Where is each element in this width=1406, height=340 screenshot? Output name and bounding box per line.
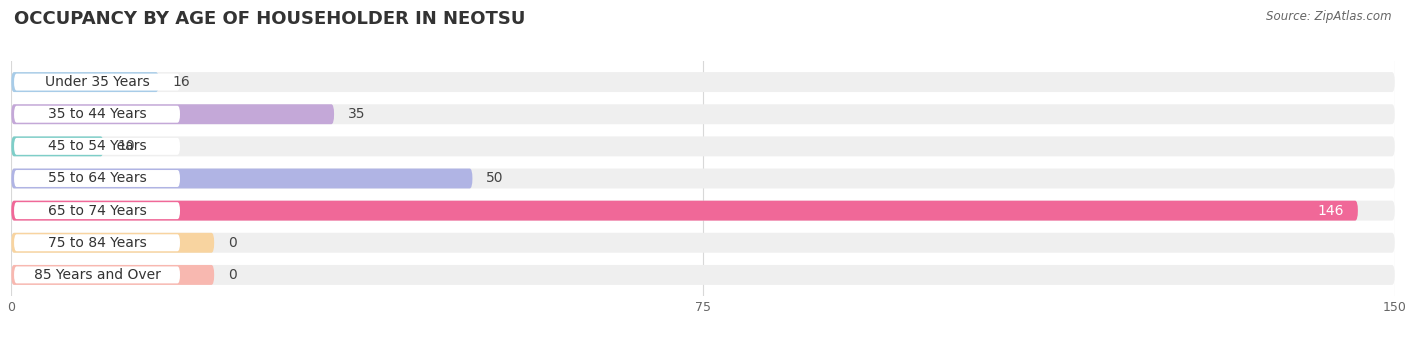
Text: 35 to 44 Years: 35 to 44 Years [48, 107, 146, 121]
FancyBboxPatch shape [11, 265, 1395, 285]
FancyBboxPatch shape [11, 72, 159, 92]
Text: 85 Years and Over: 85 Years and Over [34, 268, 160, 282]
Text: 10: 10 [117, 139, 135, 153]
FancyBboxPatch shape [11, 136, 1395, 156]
Text: 75 to 84 Years: 75 to 84 Years [48, 236, 146, 250]
FancyBboxPatch shape [11, 136, 104, 156]
Text: Under 35 Years: Under 35 Years [45, 75, 149, 89]
FancyBboxPatch shape [11, 201, 1358, 221]
FancyBboxPatch shape [11, 104, 335, 124]
FancyBboxPatch shape [14, 74, 180, 90]
FancyBboxPatch shape [14, 106, 180, 123]
Text: 65 to 74 Years: 65 to 74 Years [48, 204, 146, 218]
FancyBboxPatch shape [11, 201, 1395, 221]
FancyBboxPatch shape [11, 169, 1395, 188]
Text: 35: 35 [347, 107, 366, 121]
FancyBboxPatch shape [14, 202, 180, 219]
FancyBboxPatch shape [11, 72, 1395, 92]
Text: 0: 0 [228, 236, 236, 250]
FancyBboxPatch shape [11, 265, 214, 285]
Text: 45 to 54 Years: 45 to 54 Years [48, 139, 146, 153]
Text: 16: 16 [173, 75, 190, 89]
FancyBboxPatch shape [14, 138, 180, 155]
FancyBboxPatch shape [11, 104, 1395, 124]
Text: 146: 146 [1317, 204, 1344, 218]
Text: OCCUPANCY BY AGE OF HOUSEHOLDER IN NEOTSU: OCCUPANCY BY AGE OF HOUSEHOLDER IN NEOTS… [14, 10, 526, 28]
FancyBboxPatch shape [14, 267, 180, 283]
FancyBboxPatch shape [11, 169, 472, 188]
Text: 55 to 64 Years: 55 to 64 Years [48, 171, 146, 186]
FancyBboxPatch shape [14, 170, 180, 187]
FancyBboxPatch shape [11, 233, 214, 253]
Text: Source: ZipAtlas.com: Source: ZipAtlas.com [1267, 10, 1392, 23]
Text: 0: 0 [228, 268, 236, 282]
FancyBboxPatch shape [11, 233, 1395, 253]
Text: 50: 50 [486, 171, 503, 186]
FancyBboxPatch shape [14, 234, 180, 251]
